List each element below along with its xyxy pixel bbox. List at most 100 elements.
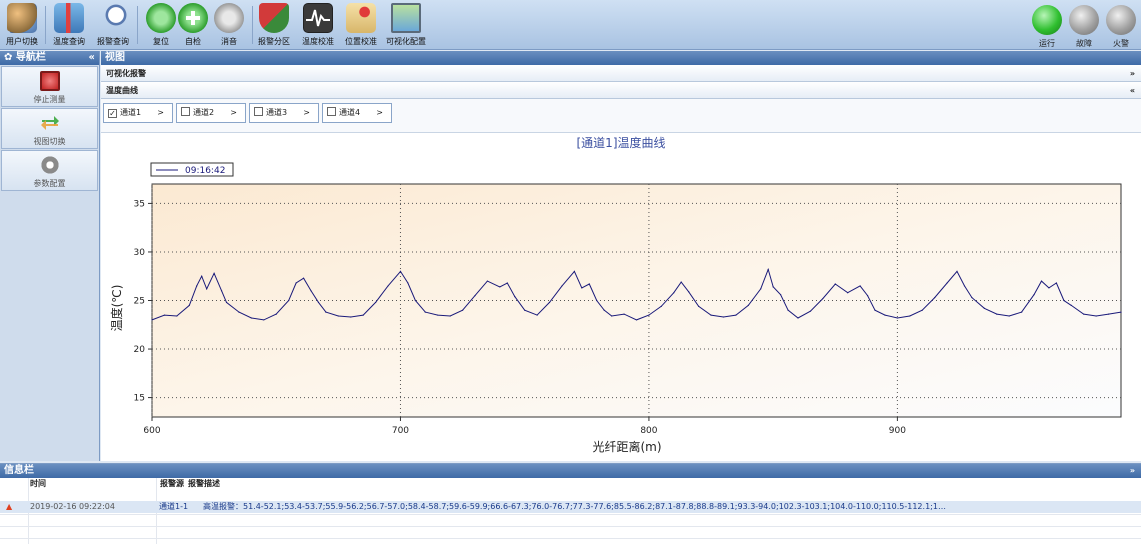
mute-icon (214, 3, 244, 33)
row-divider (0, 538, 1141, 539)
info-title: 信息栏 (4, 465, 34, 476)
visual-config-button[interactable]: 可视化配置 (384, 1, 428, 49)
channel-4-toggle[interactable]: 通道4 > (322, 103, 392, 123)
data-point (834, 283, 836, 285)
checkbox-icon[interactable] (327, 107, 336, 116)
chevron-right-icon[interactable]: > (230, 108, 237, 117)
data-point (362, 314, 364, 316)
data-point (461, 309, 464, 311)
data-point (1095, 315, 1097, 317)
main-toolbar: 用户切换 温度查询 报警查询 复位 自检 消音 报警分区 温度校准 位置校准 可… (0, 0, 1141, 50)
data-point (176, 315, 178, 317)
self-check-button[interactable]: 自检 (171, 1, 215, 49)
alarm-query-button[interactable]: 报警查询 (91, 1, 135, 49)
data-point (514, 296, 516, 298)
x-axis-label: 光纤距离(m) (592, 439, 661, 454)
data-point (884, 314, 886, 316)
data-point (874, 309, 876, 311)
nav-item-view-switch[interactable]: 视图切换 (1, 108, 98, 149)
checkbox-icon[interactable] (181, 107, 190, 116)
checkbox-icon[interactable] (254, 107, 263, 116)
x-tick-label: 800 (640, 426, 657, 436)
row-time: 2019-02-16 09:22:04 (30, 502, 115, 511)
row-source: 通道1-1 (159, 502, 189, 511)
data-point (660, 305, 662, 307)
data-point (275, 313, 277, 315)
data-point (225, 301, 228, 304)
info-header: 信息栏 » (0, 464, 1141, 478)
user-switch-button[interactable]: 用户切换 (0, 1, 44, 49)
data-point (325, 311, 327, 313)
channel-label: 通道2 (193, 108, 215, 117)
x-tick-label: 700 (392, 426, 409, 436)
checkbox-checked-icon[interactable]: ✓ (108, 109, 117, 118)
chevron-right-icon[interactable]: > (157, 108, 164, 117)
channel-1-toggle[interactable]: ✓ 通道1 > (103, 103, 173, 123)
thermometer-icon (54, 3, 84, 33)
data-point (680, 281, 682, 283)
view-panel: 视图 可视化报警 » 温度曲线 « ✓ 通道1 > 通道2 > 通道3 > 通道4… (101, 51, 1141, 461)
channel-label: 通道4 (339, 108, 361, 117)
gear-icon (39, 155, 60, 175)
data-point (1033, 294, 1035, 296)
section-visual-alarm[interactable]: 可视化报警 » (101, 65, 1141, 82)
mute-button[interactable]: 消音 (207, 1, 251, 49)
channel-2-toggle[interactable]: 通道2 > (176, 103, 246, 123)
data-point (1063, 299, 1065, 302)
alarm-zone-button[interactable]: 报警分区 (252, 1, 296, 49)
toolbar-label: 用户切换 (6, 37, 38, 46)
data-point (1107, 313, 1110, 315)
temperature-query-button[interactable]: 温度查询 (47, 1, 91, 49)
data-point (1021, 311, 1023, 313)
expand-chevron-icon[interactable]: » (1129, 466, 1135, 475)
nav-item-label: 参数配置 (33, 179, 66, 188)
temperature-chart-svg: [通道1]温度曲线 15 20 25 30 35 600 700 800 900 光纤距离(m… (109, 135, 1122, 454)
data-point (673, 292, 675, 294)
section-temp-curve[interactable]: 温度曲线 « (101, 82, 1141, 99)
temperature-chart: [通道1]温度曲线 15 20 25 30 35 600 700 800 900 光纤距离(m… (101, 132, 1141, 461)
toolbar-label: 复位 (153, 37, 169, 46)
temperature-calibration-button[interactable]: 温度校准 (296, 1, 340, 49)
data-point (921, 309, 923, 311)
toolbar-divider (45, 6, 46, 44)
chevron-right-icon[interactable]: > (376, 108, 383, 117)
expand-chevron-icon[interactable]: » (1129, 69, 1135, 78)
position-calibration-button[interactable]: 位置校准 (339, 1, 383, 49)
data-point (263, 319, 265, 321)
data-point (310, 290, 312, 292)
data-point (934, 296, 936, 299)
reset-button[interactable]: 复位 (139, 1, 183, 49)
data-point (437, 314, 439, 316)
nav-item-stop-measure[interactable]: 停止测量 (1, 66, 98, 107)
channel-label: 通道1 (120, 108, 142, 117)
series-lines (151, 267, 1122, 321)
data-point (238, 311, 240, 313)
chevron-right-icon[interactable]: > (303, 108, 310, 117)
nav-collapse-button[interactable]: « (88, 52, 95, 63)
data-point (648, 314, 650, 316)
data-point (809, 310, 812, 312)
nav-header: ✿ 导航栏 « (0, 51, 99, 65)
nav-item-param-config[interactable]: 参数配置 (1, 150, 98, 191)
data-point (206, 288, 208, 290)
toolbar-label: 温度校准 (302, 37, 334, 46)
nav-title: 导航栏 (15, 52, 46, 63)
channel-3-toggle[interactable]: 通道3 > (249, 103, 319, 123)
table-row[interactable]: ▲ 2019-02-16 09:22:04 通道1-1 高温报警：51.4-52… (0, 501, 1141, 513)
status-fault: 故障 (1064, 2, 1104, 50)
collapse-chevron-icon[interactable]: « (1129, 86, 1135, 95)
status-label: 火警 (1113, 39, 1129, 48)
channel-tabs: ✓ 通道1 > 通道2 > 通道3 > 通道4 > (101, 99, 1141, 123)
data-point (288, 299, 290, 302)
data-point (698, 305, 700, 307)
data-point (375, 301, 377, 304)
data-point (506, 282, 508, 284)
data-point (302, 277, 305, 279)
data-point (387, 285, 389, 287)
data-point (581, 287, 583, 289)
nav-icon: ✿ (4, 52, 16, 63)
data-point (983, 307, 985, 309)
monitor-icon (391, 3, 421, 33)
swap-arrows-icon (40, 113, 60, 133)
y-tick-label: 20 (134, 345, 146, 355)
